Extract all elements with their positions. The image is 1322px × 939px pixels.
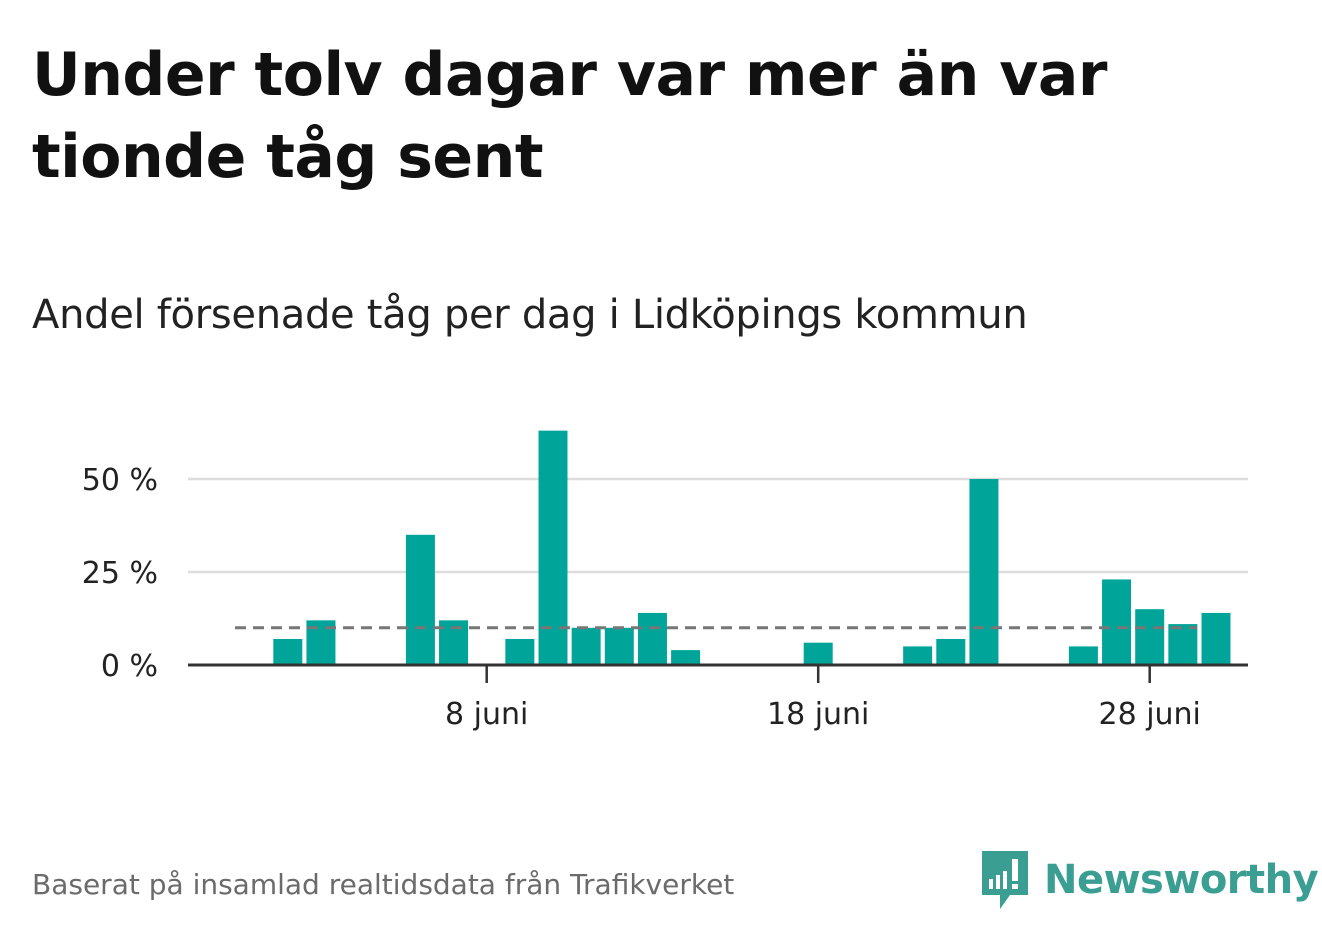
bar-day-11 [571,627,601,665]
bar-day-14 [671,650,701,665]
y-tick-label: 50 % [82,463,158,498]
x-tick-label: 18 juni [767,697,869,732]
bar-day-29 [1168,624,1198,665]
bar-day-18 [803,642,833,665]
chart-title: Under tolv dagar var mer än var tionde t… [32,40,1107,192]
bar-day-2 [273,638,303,665]
axes: 0 % 25 % 50 % 8 juni 18 juni 28 juni [82,463,1248,732]
bar-day-9 [505,638,535,665]
bar-day-23 [969,479,999,665]
x-tick-label: 8 juni [445,697,528,732]
newsworthy-logo: Newsworthy [980,848,1319,912]
y-tick-label: 25 % [82,556,158,591]
bar-day-30 [1201,612,1231,665]
bar-day-13 [637,612,667,665]
bar-day-27 [1102,579,1132,665]
chart-subtitle: Andel försenade tåg per dag i Lidköpings… [32,292,1028,338]
gridlines [188,477,1248,574]
x-tick-label: 28 juni [1098,697,1200,732]
newsworthy-logo-text: Newsworthy [1044,857,1319,903]
bar-day-12 [604,627,634,665]
bar-day-21 [903,646,933,665]
source-note: Baserat på insamlad realtidsdata från Tr… [32,868,735,901]
bar-day-6 [405,534,435,665]
y-tick-label: 0 % [101,649,158,684]
bars [273,430,1231,665]
bar-day-10 [538,430,568,665]
bar-day-28 [1135,609,1165,665]
bar-day-22 [936,638,966,665]
newsworthy-logo-icon [982,851,1028,909]
bar-day-26 [1068,646,1098,665]
